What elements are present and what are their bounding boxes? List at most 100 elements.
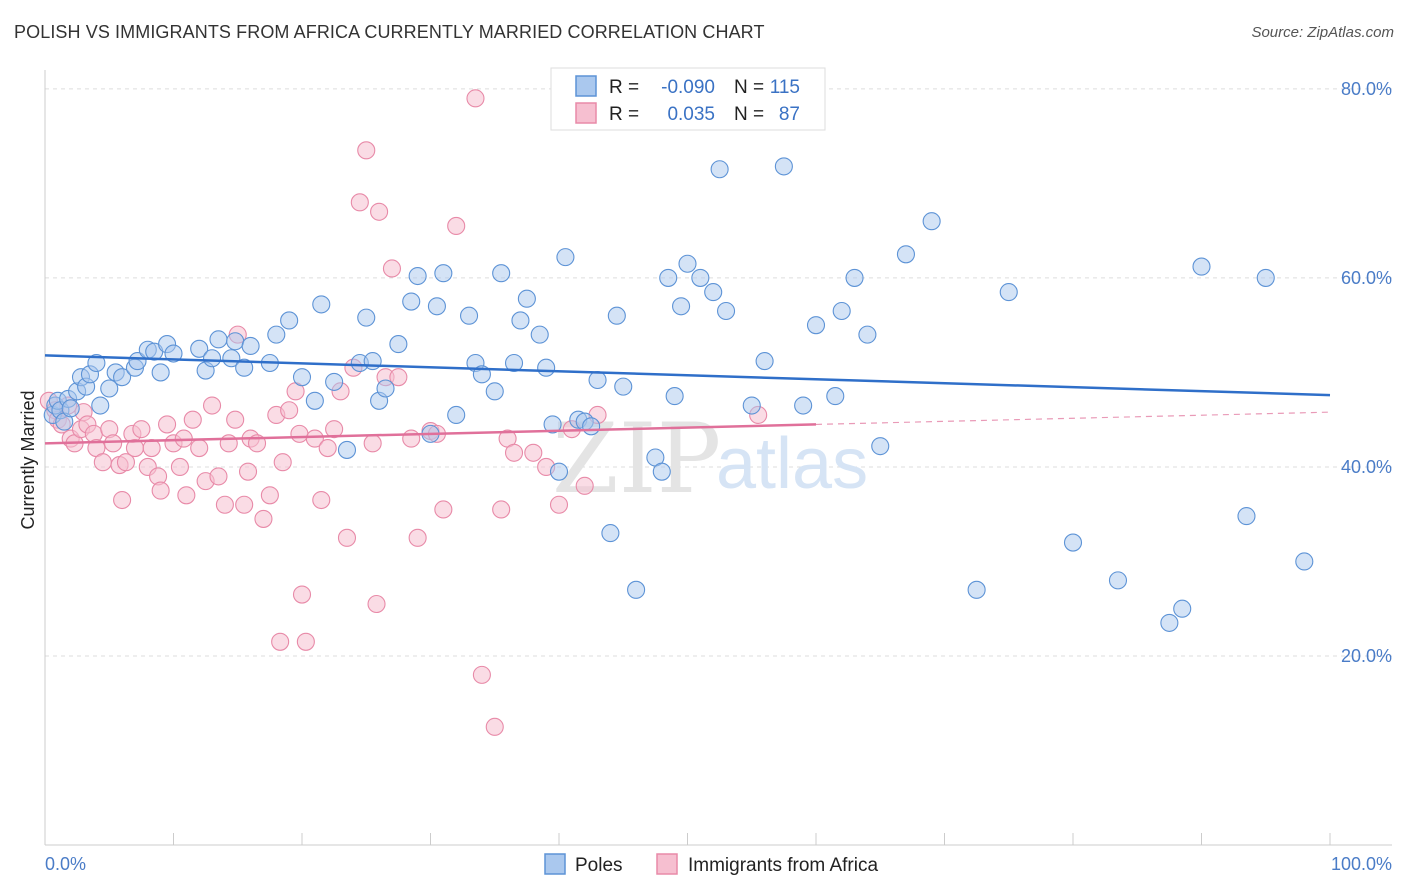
grid-lines — [45, 88, 1392, 657]
data-point-poles — [665, 387, 684, 406]
y-tick-label: 40.0% — [1341, 457, 1392, 477]
data-point-africa — [408, 528, 427, 547]
data-point-poles — [832, 301, 851, 321]
data-point-poles — [376, 379, 395, 398]
data-point-poles — [871, 437, 890, 456]
data-point-poles — [999, 283, 1018, 302]
data-point-poles — [292, 368, 312, 387]
x-tick-label: 100.0% — [1331, 854, 1392, 874]
data-point-africa — [402, 429, 421, 448]
data-point-africa — [260, 486, 279, 505]
data-point-poles — [408, 266, 427, 286]
data-point-africa — [389, 368, 408, 387]
trend-line-poles — [44, 354, 1331, 397]
legend-swatch-africa — [575, 102, 597, 124]
data-point-africa — [203, 396, 222, 415]
data-point-africa — [367, 594, 386, 614]
data-point-africa — [549, 495, 569, 514]
data-point-poles — [337, 440, 357, 459]
data-point-poles — [774, 157, 793, 176]
data-point-africa — [312, 490, 331, 510]
data-point-poles — [100, 379, 119, 398]
data-point-africa — [524, 443, 543, 462]
data-point-africa — [575, 476, 594, 495]
legend-r-value: -0.090 — [661, 77, 715, 98]
data-point-poles — [858, 325, 877, 344]
data-point-poles — [1173, 599, 1192, 618]
legend-n-label: N = — [734, 104, 764, 125]
y-tick-label: 80.0% — [1341, 79, 1392, 99]
data-point-poles — [1256, 268, 1275, 287]
data-point-poles — [91, 396, 110, 415]
data-point-africa — [296, 632, 315, 651]
data-point-poles — [1063, 533, 1083, 552]
data-point-africa — [235, 495, 254, 514]
data-point-africa — [219, 434, 238, 453]
trend-lines — [44, 354, 1331, 445]
data-point-poles — [517, 289, 536, 308]
data-point-poles — [511, 311, 530, 330]
data-point-poles — [485, 382, 504, 401]
data-point-poles — [742, 396, 761, 415]
data-point-africa — [305, 429, 324, 448]
trend-line-africa-extension — [815, 411, 1331, 426]
data-point-africa — [209, 467, 228, 486]
data-point-poles — [601, 524, 620, 543]
data-point-poles — [203, 349, 222, 368]
data-point-africa — [170, 457, 189, 477]
data-point-poles — [427, 297, 446, 316]
legend-label-africa: Immigrants from Africa — [688, 855, 878, 876]
data-point-poles — [280, 311, 299, 330]
data-point-poles — [87, 353, 106, 373]
data-point-africa — [215, 495, 234, 514]
data-point-poles — [357, 308, 376, 327]
data-point-poles — [556, 248, 575, 267]
data-point-poles — [1192, 257, 1211, 276]
data-point-africa — [434, 500, 453, 519]
data-point-poles — [389, 335, 408, 354]
x-tick-labels: 0.0% 100.0% — [45, 854, 1392, 874]
data-point-poles — [190, 339, 209, 358]
data-point-africa — [177, 486, 196, 505]
data-point-poles — [363, 352, 382, 371]
data-point-africa — [113, 490, 132, 510]
data-point-africa — [382, 259, 402, 278]
data-point-africa — [350, 193, 369, 212]
data-point-africa — [292, 585, 312, 604]
legend-r-value: 0.035 — [667, 104, 715, 125]
data-point-poles — [704, 283, 723, 302]
data-point-poles — [588, 370, 607, 390]
correlation-legend: R = -0.090 N = 115 R = 0.035 N = 87 — [550, 67, 826, 131]
data-point-poles — [627, 580, 646, 599]
data-point-poles — [504, 353, 524, 373]
legend-r-label: R = — [609, 77, 639, 98]
watermark-atlas: atlas — [716, 424, 868, 504]
y-tick-label: 20.0% — [1341, 646, 1392, 666]
data-point-poles — [672, 297, 691, 316]
series-poles-points — [43, 79, 1314, 632]
data-point-poles — [434, 264, 453, 283]
data-point-africa — [290, 424, 309, 443]
data-point-poles — [922, 212, 941, 231]
data-point-poles — [402, 292, 421, 311]
data-point-poles — [614, 377, 633, 396]
data-point-africa — [271, 632, 290, 651]
data-point-poles — [826, 387, 845, 406]
data-point-africa — [357, 141, 376, 160]
legend-swatch-africa — [656, 853, 678, 875]
data-point-poles — [1108, 571, 1128, 590]
data-point-poles — [543, 415, 562, 434]
data-point-poles — [755, 352, 774, 371]
data-point-poles — [459, 306, 479, 325]
data-point-africa — [116, 453, 136, 472]
data-point-africa — [183, 410, 202, 429]
data-point-poles — [806, 316, 826, 335]
data-point-africa — [151, 481, 170, 500]
trend-line-africa — [44, 423, 817, 445]
data-point-poles — [151, 363, 170, 382]
chart-title: POLISH VS IMMIGRANTS FROM AFRICA CURRENT… — [14, 22, 765, 42]
data-point-poles — [691, 268, 710, 287]
data-point-africa — [132, 420, 151, 439]
data-point-africa — [370, 202, 389, 221]
x-tick-label: 0.0% — [45, 854, 86, 874]
